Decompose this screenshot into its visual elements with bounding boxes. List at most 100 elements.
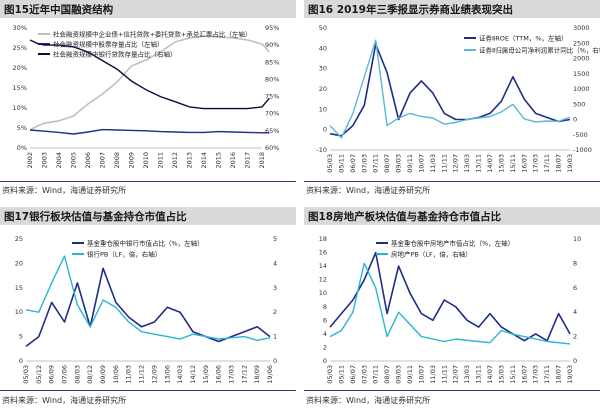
x-tick-label: 15/03: [497, 365, 505, 384]
x-tick-label: 05/03: [326, 365, 334, 384]
x-tick-label: 2002: [26, 152, 34, 169]
y-right-tick-label: 2: [573, 333, 577, 341]
x-tick-label: 15/09: [202, 365, 210, 384]
x-tick-label: 15/11: [509, 154, 517, 173]
x-tick-label: 2007: [99, 152, 107, 169]
y-left-tick-label: 5: [19, 333, 23, 341]
x-tick-label: 15/11: [509, 365, 517, 384]
x-tick-label: 10/07: [417, 365, 425, 384]
x-tick-label: 16/07: [520, 365, 528, 384]
y-left-tick-label: 6: [323, 316, 327, 324]
y-right-tick-label: 6: [573, 284, 577, 292]
x-tick-label: 14/07: [486, 154, 494, 173]
x-tick-label: 10/06: [112, 365, 120, 384]
y-left-tick-label: -10: [316, 146, 327, 154]
x-tick-label: 2004: [55, 152, 63, 169]
x-tick-label: 07/03: [360, 154, 368, 173]
x-tick-label: 11/03: [125, 365, 133, 384]
legend-label: 证券ⅡROE（TTM，%，左轴）: [479, 34, 568, 43]
y-right-tick-label: 75%: [265, 93, 279, 101]
x-tick-label: 06/09: [48, 365, 56, 384]
y-right-tick-label: 80%: [265, 75, 279, 83]
x-tick-label: 19/03: [566, 154, 574, 173]
y-right-tick-label: 85%: [265, 58, 279, 66]
y-left-tick-label: 20: [319, 85, 327, 93]
series-line: [329, 262, 571, 345]
x-tick-label: 08/07: [383, 154, 391, 173]
x-tick-label: 06/07: [349, 365, 357, 384]
panel-header: 图16 2019年三季报显示券商业绩表现突出: [304, 0, 600, 18]
y-right-tick-label: 0: [573, 116, 577, 124]
x-tick-label: 05/03: [326, 154, 334, 173]
chart-title: 图18房地产板块估值与基金持仓市值占比: [308, 211, 502, 223]
y-left-tick-label: 4: [323, 330, 327, 338]
x-tick-label: 14/03: [176, 365, 184, 384]
x-tick-label: 18/07: [555, 154, 563, 173]
chart-panel-16: 图16 2019年三季报显示券商业绩表现突出 -10 0 10 20 30 40 50 -10…: [304, 0, 600, 200]
legend-label: 社会融资规模中银行贷款存量占比（右轴）: [53, 50, 177, 59]
y-left-tick-label: 10%: [13, 104, 27, 112]
x-tick-label: 11/03: [429, 365, 437, 384]
legend-label: 银行PB（LF，倍，右轴）: [87, 250, 161, 259]
y-right-tick-label: 65%: [265, 127, 279, 135]
x-tick-label: 2011: [157, 152, 165, 169]
source-note: 资料来源：Wind，海通证券研究所: [306, 396, 431, 405]
source-note: 资料来源：Wind，海通证券研究所: [2, 396, 127, 405]
y-right-tick-label: -1000: [573, 146, 592, 154]
y-right-tick-label: 95%: [265, 24, 279, 32]
x-tick-label: 12/09: [150, 365, 158, 384]
series-line: [29, 35, 270, 131]
x-tick-label: 05/12: [35, 365, 43, 384]
x-tick-label: 2009: [128, 152, 136, 169]
x-tick-label: 09/11: [406, 154, 414, 173]
x-tick-label: 2005: [70, 152, 78, 169]
y-left-tick-label: 30%: [13, 24, 27, 32]
y-left-tick-label: 8: [323, 303, 327, 311]
x-tick-label: 2006: [84, 152, 92, 169]
divider: [0, 390, 296, 391]
x-tick-label: 13/11: [475, 154, 483, 173]
x-tick-label: 17/03: [532, 365, 540, 384]
x-tick-label: 07/11: [372, 365, 380, 384]
y-left-tick-label: 18: [319, 235, 327, 243]
x-tick-label: 14/07: [486, 365, 494, 384]
x-tick-label: 07/06: [61, 365, 69, 384]
series-line: [29, 39, 270, 110]
y-right-tick-label: 2: [273, 308, 277, 316]
x-tick-label: 2015: [215, 152, 223, 169]
series-line: [329, 39, 571, 139]
x-tick-label: 2018: [258, 152, 266, 169]
divider: [304, 390, 600, 391]
y-left-tick-label: 50: [319, 24, 327, 32]
x-tick-label: 17/11: [543, 365, 551, 384]
legend-label: 房地产PB（LF，倍，右轴）: [391, 250, 472, 259]
x-tick-label: 19/06: [266, 365, 274, 384]
y-right-tick-label: 60%: [265, 144, 279, 152]
y-left-tick-label: 20%: [13, 64, 27, 72]
x-tick-label: 19/03: [566, 365, 574, 384]
y-left-tick-label: 40: [319, 44, 327, 52]
y-left-tick-label: 15: [15, 284, 23, 292]
x-tick-label: 05/11: [337, 365, 345, 384]
x-tick-label: 2003: [41, 152, 49, 169]
x-tick-label: 2008: [113, 152, 121, 169]
x-tick-label: 08/12: [86, 365, 94, 384]
x-tick-label: 07/03: [360, 365, 368, 384]
y-left-tick-label: 16: [319, 249, 327, 257]
y-right-tick-label: 1: [273, 333, 277, 341]
y-right-tick-label: 3: [273, 284, 277, 292]
y-left-tick-label: 0: [323, 357, 327, 365]
y-right-tick-label: 10: [573, 235, 581, 243]
legend-label: 基金重仓股中银行市值占比（%，左轴）: [87, 239, 204, 248]
y-left-tick-label: 2: [323, 343, 327, 351]
legend-label: 社会融资规模中企业债+信托贷款+委托贷款+承兑汇票占比（左轴）: [53, 30, 251, 39]
y-left-tick-label: 10: [319, 289, 327, 297]
x-tick-label: 2014: [200, 152, 208, 169]
x-tick-label: 2017: [244, 152, 252, 169]
y-left-tick-label: 25%: [13, 44, 27, 52]
y-left-tick-label: 30: [319, 65, 327, 73]
y-right-tick-label: 2500: [573, 39, 590, 47]
x-tick-label: 13/06: [163, 365, 171, 384]
y-right-tick-label: 4: [573, 308, 577, 316]
